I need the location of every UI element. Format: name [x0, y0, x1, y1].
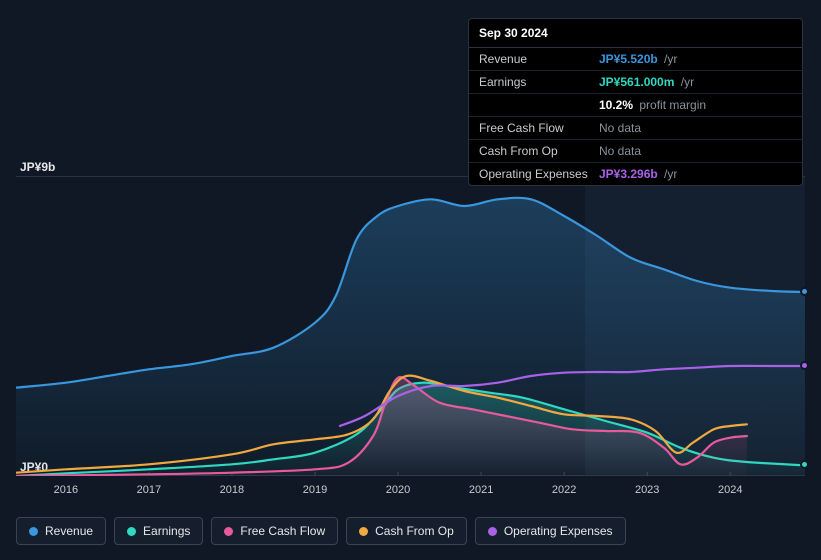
revenue-swatch-icon	[29, 527, 38, 536]
tooltip-row: Operating ExpensesJP¥3.296b /yr	[469, 162, 802, 185]
tooltip-row: RevenueJP¥5.520b /yr	[469, 48, 802, 70]
legend-item-label: Operating Expenses	[504, 524, 613, 538]
freeCashFlow-swatch-icon	[224, 527, 233, 536]
tooltip-row-label: Earnings	[479, 75, 599, 89]
tooltip-row-value: JP¥3.296b	[599, 167, 658, 181]
xaxis-year: 2019	[303, 484, 327, 496]
tooltip-row-label: Free Cash Flow	[479, 121, 599, 135]
xaxis-year: 2017	[137, 484, 161, 496]
legend-item-earnings[interactable]: Earnings	[114, 517, 203, 545]
chart-area[interactable]	[16, 176, 805, 476]
legend: Revenue Earnings Free Cash Flow Cash From O…	[16, 517, 626, 545]
xaxis-year: 2020	[386, 484, 410, 496]
tooltip-date: Sep 30 2024	[469, 19, 802, 48]
tooltip-row-nodata: No data	[599, 121, 641, 135]
legend-item-label: Cash From Op	[375, 524, 454, 538]
tooltip-row-label: Operating Expenses	[479, 167, 599, 181]
legend-item-label: Free Cash Flow	[240, 524, 325, 538]
tooltip-row: 10.2% profit margin	[469, 93, 802, 116]
legend-item-freeCashFlow[interactable]: Free Cash Flow	[211, 517, 338, 545]
legend-item-cashFromOp[interactable]: Cash From Op	[346, 517, 467, 545]
xaxis-year: 2023	[635, 484, 659, 496]
tooltip-row-label: Revenue	[479, 52, 599, 66]
xaxis-year: 2021	[469, 484, 493, 496]
legend-item-label: Revenue	[45, 524, 93, 538]
legend-item-label: Earnings	[143, 524, 190, 538]
operatingExpenses-swatch-icon	[488, 527, 497, 536]
tooltip-row: EarningsJP¥561.000m /yr	[469, 70, 802, 93]
tooltip-row-label	[479, 98, 599, 112]
tooltip-panel: Sep 30 2024 RevenueJP¥5.520b /yrEarnings…	[468, 18, 803, 186]
xaxis: 2016 2017 2018 2019 2020 2021 2022 2023 2024	[16, 484, 805, 502]
tooltip-row-value: JP¥561.000m	[599, 75, 674, 89]
xaxis-year: 2016	[54, 484, 78, 496]
earnings-swatch-icon	[127, 527, 136, 536]
yaxis-top-label: JP¥9b	[20, 160, 55, 174]
xaxis-year: 2018	[220, 484, 244, 496]
tooltip-row-value: JP¥5.520b	[599, 52, 658, 66]
tooltip-row: Cash From OpNo data	[469, 139, 802, 162]
operatingExpenses-end-dot	[800, 361, 809, 370]
xaxis-year: 2022	[552, 484, 576, 496]
legend-item-revenue[interactable]: Revenue	[16, 517, 106, 545]
tooltip-row-value: 10.2%	[599, 98, 633, 112]
tooltip-row-nodata: No data	[599, 144, 641, 158]
tooltip-row: Free Cash FlowNo data	[469, 116, 802, 139]
tooltip-row-label: Cash From Op	[479, 144, 599, 158]
tooltip-row-unit: /yr	[661, 167, 678, 181]
xaxis-year: 2024	[718, 484, 742, 496]
revenue-end-dot	[800, 287, 809, 296]
tooltip-row-unit: /yr	[661, 52, 678, 66]
legend-item-operatingExpenses[interactable]: Operating Expenses	[475, 517, 626, 545]
tooltip-row-unit: profit margin	[636, 98, 706, 112]
tooltip-row-unit: /yr	[677, 75, 694, 89]
cashFromOp-swatch-icon	[359, 527, 368, 536]
earnings-end-dot	[800, 460, 809, 469]
